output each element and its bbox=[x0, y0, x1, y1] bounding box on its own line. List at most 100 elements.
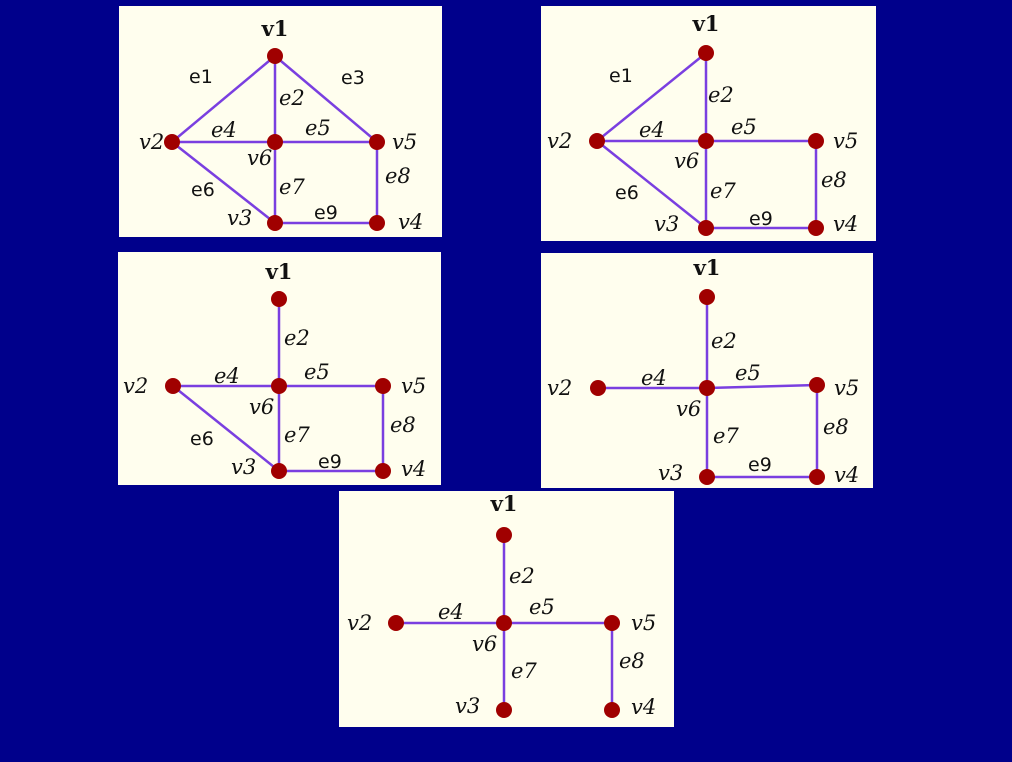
edge-label-e5: e5 bbox=[305, 116, 331, 140]
vertex-v6 bbox=[267, 134, 283, 150]
vertex-label-v4: v4 bbox=[398, 210, 423, 234]
vertex-label-v4: v4 bbox=[401, 457, 426, 481]
vertex-v3 bbox=[496, 702, 512, 718]
vertex-label-v5: v5 bbox=[834, 376, 859, 400]
edge-label-e5: e5 bbox=[731, 115, 757, 139]
vertex-v1 bbox=[496, 527, 512, 543]
graph-panel-2: e1 e2 e4 e5 e6 e7 e8 e9 v1 v2 v3 v4 v5 v6 bbox=[541, 6, 876, 241]
edge-label-e2: e2 bbox=[711, 329, 737, 353]
vertex-label-v2: v2 bbox=[123, 374, 148, 398]
vertex-v4 bbox=[369, 215, 385, 231]
vertex-label-v5: v5 bbox=[401, 374, 426, 398]
vertex-label-v4: v4 bbox=[833, 212, 858, 236]
vertex-v2 bbox=[164, 134, 180, 150]
vertex-label-v3: v3 bbox=[227, 206, 252, 230]
vertex-v4 bbox=[375, 463, 391, 479]
edge-e3 bbox=[274, 55, 378, 143]
vertex-v5 bbox=[604, 615, 620, 631]
vertex-v2 bbox=[388, 615, 404, 631]
vertex-label-v1: v1 bbox=[693, 255, 721, 280]
vertex-v3 bbox=[699, 469, 715, 485]
edge-label-e8: e8 bbox=[823, 415, 849, 439]
edge-label-e6: e6 bbox=[190, 428, 214, 450]
edge-e1 bbox=[596, 52, 707, 142]
vertex-v3 bbox=[271, 463, 287, 479]
vertex-v5 bbox=[369, 134, 385, 150]
graph-panel-3: e2 e4 e5 e6 e7 e8 e9 v1 v2 v3 v4 v5 v6 bbox=[118, 252, 441, 485]
edge-label-e9: e9 bbox=[318, 451, 342, 473]
edge-label-e2: e2 bbox=[708, 83, 734, 107]
vertex-v1 bbox=[271, 291, 287, 307]
edge-label-e1: e1 bbox=[609, 65, 633, 87]
vertex-v5 bbox=[808, 133, 824, 149]
vertex-v5 bbox=[809, 377, 825, 393]
edge-label-e4: e4 bbox=[639, 118, 665, 142]
graph-diagram: e2 e4 e5 e6 e7 e8 e9 v1 v2 v3 v4 v5 v6 bbox=[123, 259, 426, 481]
graph-diagram: e1 e2 e3 e4 e5 e6 e7 e8 e9 v1 v2 v3 v4 v5 v6 bbox=[139, 16, 423, 234]
edge-label-e7: e7 bbox=[511, 659, 537, 683]
vertex-label-v6: v6 bbox=[472, 632, 497, 656]
vertex-v6 bbox=[271, 378, 287, 394]
vertex-label-v1: v1 bbox=[692, 11, 720, 36]
edge-e5 bbox=[706, 383, 818, 390]
vertex-v1 bbox=[699, 289, 715, 305]
edge-e1 bbox=[171, 55, 276, 143]
graph-panel-5: e2 e4 e5 e7 e8 v1 v2 v3 v4 v5 v6 bbox=[339, 491, 674, 727]
vertex-v1 bbox=[267, 48, 283, 64]
edge-label-e7: e7 bbox=[284, 423, 310, 447]
edge-label-e1: e1 bbox=[189, 66, 213, 88]
vertex-v6 bbox=[496, 615, 512, 631]
graph-panel-1: e1 e2 e3 e4 e5 e6 e7 e8 e9 v1 v2 v3 v4 v5 v6 bbox=[119, 6, 442, 237]
vertex-label-v5: v5 bbox=[392, 130, 417, 154]
vertex-label-v6: v6 bbox=[674, 149, 699, 173]
edge-label-e2: e2 bbox=[279, 86, 305, 110]
vertex-v4 bbox=[604, 702, 620, 718]
graph-diagram: e2 e4 e5 e7 e8 v1 v2 v3 v4 v5 v6 bbox=[347, 491, 656, 719]
edge-label-e9: e9 bbox=[314, 202, 338, 224]
edge-label-e8: e8 bbox=[385, 164, 411, 188]
vertex-v4 bbox=[809, 469, 825, 485]
graph-panel-4: e2 e4 e5 e7 e8 e9 v1 v2 v3 v4 v5 v6 bbox=[541, 253, 873, 488]
vertex-v2 bbox=[590, 380, 606, 396]
vertex-v2 bbox=[589, 133, 605, 149]
edge-label-e4: e4 bbox=[214, 364, 240, 388]
edge-label-e9: e9 bbox=[749, 208, 773, 230]
vertex-v6 bbox=[698, 133, 714, 149]
vertex-label-v2: v2 bbox=[547, 129, 572, 153]
edge-label-e8: e8 bbox=[390, 413, 416, 437]
edge-label-e9: e9 bbox=[748, 454, 772, 476]
edge-label-e7: e7 bbox=[279, 175, 305, 199]
vertex-label-v5: v5 bbox=[631, 611, 656, 635]
edge-label-e8: e8 bbox=[619, 649, 645, 673]
vertex-label-v3: v3 bbox=[654, 212, 679, 236]
edge-label-e4: e4 bbox=[211, 118, 237, 142]
vertex-label-v3: v3 bbox=[455, 694, 480, 718]
vertex-v1 bbox=[698, 45, 714, 61]
edge-e6 bbox=[596, 140, 707, 229]
vertex-label-v3: v3 bbox=[231, 455, 256, 479]
vertex-label-v6: v6 bbox=[249, 395, 274, 419]
vertex-label-v1: v1 bbox=[490, 491, 518, 516]
vertex-label-v6: v6 bbox=[247, 146, 272, 170]
vertex-label-v2: v2 bbox=[347, 611, 372, 635]
vertex-label-v5: v5 bbox=[833, 129, 858, 153]
vertex-label-v1: v1 bbox=[265, 259, 293, 284]
vertex-v2 bbox=[165, 378, 181, 394]
vertex-v6 bbox=[699, 380, 715, 396]
edge-label-e5: e5 bbox=[529, 595, 555, 619]
vertex-v4 bbox=[808, 220, 824, 236]
edge-label-e6: e6 bbox=[191, 179, 215, 201]
edge-label-e2: e2 bbox=[284, 326, 310, 350]
vertex-label-v2: v2 bbox=[139, 130, 164, 154]
edge-label-e5: e5 bbox=[735, 361, 761, 385]
vertex-label-v2: v2 bbox=[547, 376, 572, 400]
vertex-label-v4: v4 bbox=[631, 695, 656, 719]
edge-label-e8: e8 bbox=[821, 168, 847, 192]
graph-diagram: e2 e4 e5 e7 e8 e9 v1 v2 v3 v4 v5 v6 bbox=[547, 255, 859, 487]
edge-label-e7: e7 bbox=[713, 424, 739, 448]
vertex-v3 bbox=[267, 215, 283, 231]
edge-label-e6: e6 bbox=[615, 182, 639, 204]
edge-label-e4: e4 bbox=[641, 366, 667, 390]
edge-label-e3: e3 bbox=[341, 67, 365, 89]
